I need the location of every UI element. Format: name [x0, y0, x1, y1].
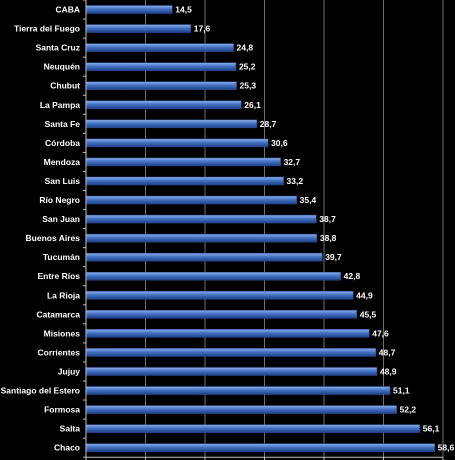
bar	[85, 81, 237, 90]
value-label: 25,3	[240, 81, 257, 91]
category-label: Corrientes	[37, 347, 80, 357]
category-axis	[83, 0, 444, 460]
category-label: La Rioja	[47, 290, 80, 300]
bar	[85, 119, 258, 129]
bar	[85, 5, 173, 14]
value-label: 48,7	[379, 347, 396, 357]
bar	[85, 329, 370, 338]
value-label: 58,6	[438, 443, 455, 453]
bar	[85, 291, 354, 300]
value-label: 30,6	[271, 138, 288, 148]
value-label: 32,7	[284, 157, 301, 167]
bar	[85, 62, 237, 71]
category-label: Tucumán	[43, 252, 80, 262]
bar	[85, 233, 318, 243]
gridlines	[145, 0, 444, 458]
value-label: 26,1	[244, 100, 261, 110]
value-label: 38,8	[320, 233, 337, 243]
value-label: 39,7	[325, 252, 342, 262]
bar	[85, 443, 435, 452]
value-label: 48,9	[380, 366, 397, 376]
bar	[85, 252, 323, 262]
value-label: 47,6	[372, 328, 389, 338]
bar	[85, 424, 421, 433]
category-label: Córdoba	[45, 138, 80, 148]
category-label: Neuquén	[44, 62, 80, 72]
value-label: 52,2	[400, 405, 417, 415]
value-label: 33,2	[287, 176, 304, 186]
bar	[85, 138, 269, 148]
bar-series	[85, 5, 435, 452]
category-labels: CABA Tierra del Fuego Santa Cruz Neuquén Chu…	[1, 5, 81, 453]
category-label: Río Negro	[39, 195, 80, 205]
value-label: 28,7	[260, 119, 277, 129]
bar	[85, 271, 341, 281]
category-label: Misiones	[44, 328, 81, 338]
bar	[85, 310, 357, 319]
category-label: Chubut	[50, 81, 80, 91]
bar	[85, 195, 297, 205]
category-label: La Pampa	[40, 100, 80, 110]
value-label: 51,1	[393, 386, 410, 396]
bar	[85, 214, 317, 224]
bar	[85, 24, 191, 33]
category-label: Mendoza	[44, 157, 81, 167]
category-label: Buenos Aires	[26, 233, 81, 243]
category-label: Jujuy	[58, 366, 80, 376]
bar	[85, 367, 378, 376]
category-label: San Juan	[42, 214, 80, 224]
category-label: San Luis	[45, 176, 81, 186]
category-label: CABA	[55, 5, 80, 15]
value-label: 38,7	[319, 214, 336, 224]
bar	[85, 386, 391, 395]
bar	[85, 157, 281, 167]
bar	[85, 176, 284, 186]
value-label: 24,8	[237, 43, 254, 53]
value-label: 56,1	[423, 424, 440, 434]
value-label: 42,8	[344, 271, 361, 281]
value-label: 25,2	[239, 62, 256, 72]
category-label: Santiago del Estero	[1, 386, 80, 396]
category-label: Catamarca	[37, 309, 81, 319]
category-label: Santa Fe	[45, 119, 81, 129]
value-label: 14,5	[175, 5, 192, 15]
bar	[85, 348, 377, 357]
category-label: Tierra del Fuego	[14, 24, 80, 34]
category-label: Chaco	[54, 443, 80, 453]
bar	[85, 100, 242, 110]
value-label: 45,5	[360, 309, 377, 319]
category-label: Santa Cruz	[36, 43, 80, 53]
value-label: 35,4	[300, 195, 317, 205]
bar	[85, 405, 397, 414]
category-label: Formosa	[44, 405, 80, 415]
category-label: Entre Ríos	[37, 271, 80, 281]
value-label: 17,6	[194, 24, 211, 34]
category-label: Salta	[60, 424, 81, 434]
value-labels: 14,517,6 24,8 25,2 25,3 26,1 28,7 30,6 32,7 33,2…	[175, 5, 454, 453]
value-label: 44,9	[356, 290, 373, 300]
bar	[85, 43, 234, 52]
